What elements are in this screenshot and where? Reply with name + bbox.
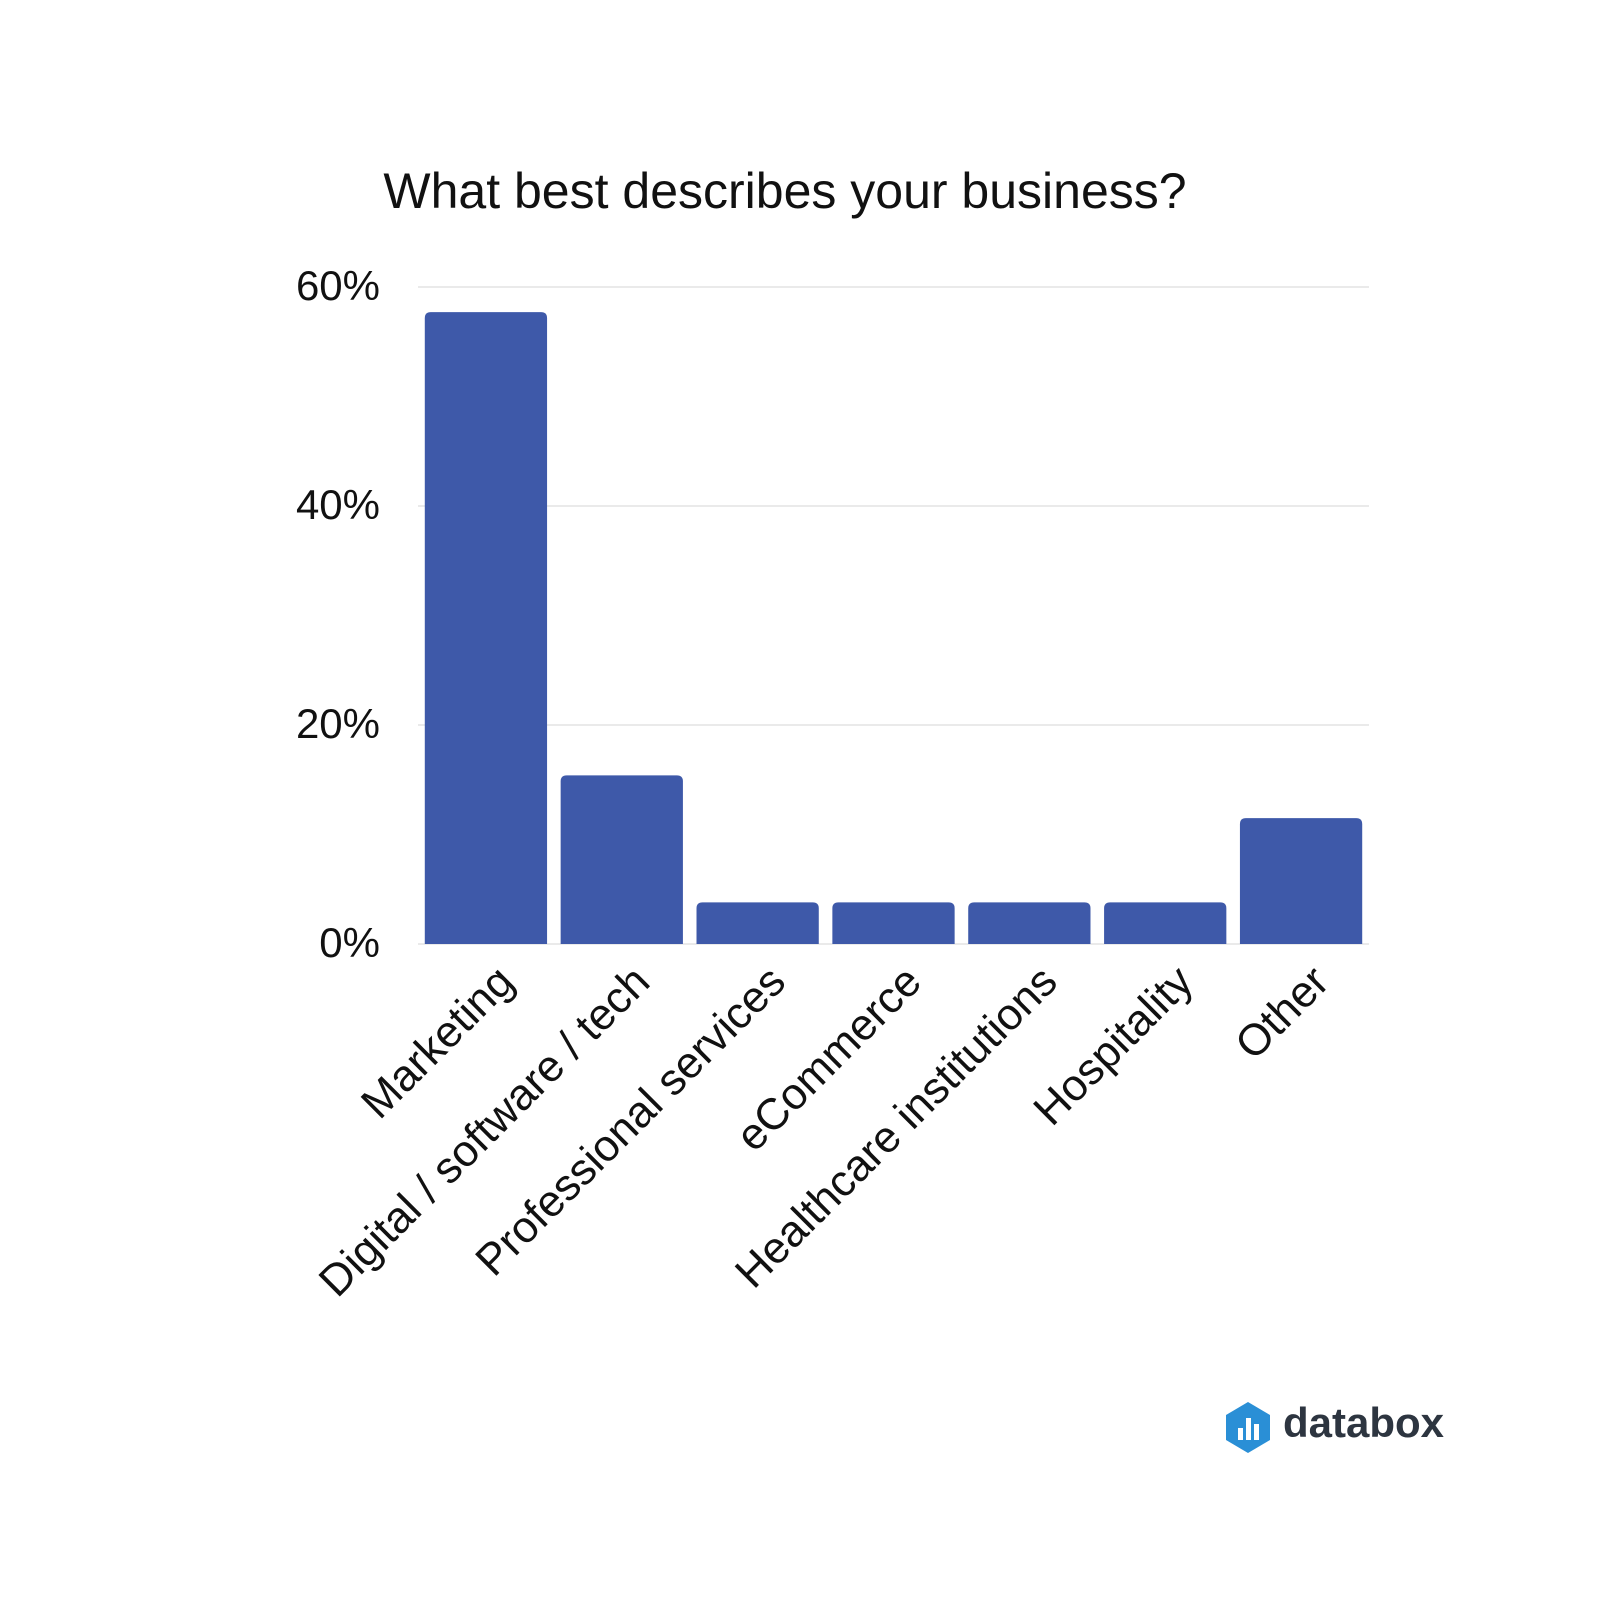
y-tick-label: 40% [296, 481, 380, 528]
y-tick-label: 0% [319, 919, 380, 966]
bar [560, 775, 683, 944]
chart-title: What best describes your business? [383, 163, 1186, 219]
bar [424, 312, 548, 944]
bar [1104, 902, 1227, 944]
bar [1239, 818, 1363, 944]
y-tick-label: 60% [296, 262, 380, 309]
y-tick-label: 20% [296, 700, 380, 747]
bar [832, 902, 955, 944]
logo-icon-bar [1246, 1418, 1251, 1440]
bar [968, 902, 1091, 944]
logo-icon-bar [1238, 1428, 1243, 1440]
logo-icon-bar [1254, 1424, 1259, 1440]
logo: databox [1226, 1399, 1445, 1453]
bar [696, 902, 819, 944]
logo-text: databox [1283, 1399, 1445, 1446]
